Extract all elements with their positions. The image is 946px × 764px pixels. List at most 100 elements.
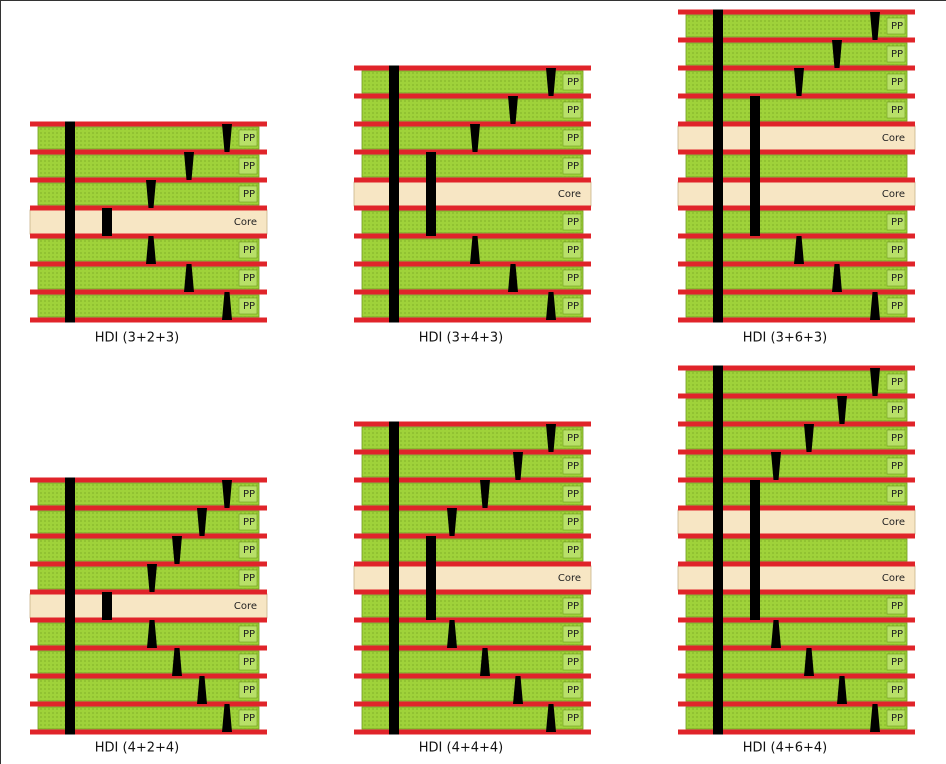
prepreg-layer (685, 454, 908, 478)
label-box (562, 429, 582, 447)
microvia (197, 676, 207, 704)
prepreg-layer (685, 398, 908, 422)
prepreg-layer (685, 42, 908, 66)
copper-line (678, 177, 915, 183)
layer-label: PP (567, 161, 579, 172)
layer-label: PP (891, 49, 903, 60)
copper-line (30, 589, 267, 595)
copper-line (354, 421, 591, 427)
buried-via (750, 96, 760, 236)
microvia (870, 368, 880, 396)
microvia (222, 704, 232, 732)
label-box (562, 157, 582, 175)
microvia (222, 480, 232, 508)
prepreg-layer (685, 98, 908, 122)
copper-line (30, 673, 267, 679)
layer-label: PP (891, 629, 903, 640)
prepreg-layer (361, 650, 584, 674)
label-box (238, 681, 258, 699)
layer-label: PP (567, 517, 579, 528)
label-box (886, 485, 906, 503)
layer-label: Core (558, 189, 581, 200)
prepreg-layer (685, 482, 908, 506)
caption: HDI (3+2+3) (95, 331, 180, 346)
label-box (886, 457, 906, 475)
copper-line (30, 701, 267, 707)
layer-label: PP (891, 657, 903, 668)
copper-line (678, 421, 915, 427)
microvia (832, 40, 842, 68)
label-box (562, 269, 582, 287)
label-box (886, 269, 906, 287)
label-box (886, 401, 906, 419)
microvia (197, 508, 207, 536)
layer-label: PP (243, 189, 255, 200)
prepreg-layer (37, 650, 260, 674)
prepreg-layer (685, 594, 908, 618)
prepreg-layer (685, 14, 908, 38)
copper-line (30, 121, 267, 127)
copper-line (678, 477, 915, 483)
microvia (184, 264, 194, 292)
label-box (562, 129, 582, 147)
layer-label: PP (243, 133, 255, 144)
copper-line (354, 673, 591, 679)
layer-label: PP (891, 601, 903, 612)
buried-via (102, 208, 112, 236)
prepreg-layer (685, 426, 908, 450)
copper-line (354, 645, 591, 651)
label-box (562, 457, 582, 475)
microvia (513, 676, 523, 704)
label-box (238, 485, 258, 503)
microvia (546, 292, 556, 320)
prepreg-layer (685, 370, 908, 394)
through-via (713, 365, 723, 735)
prepreg-layer (37, 154, 260, 178)
layer-label: Core (234, 217, 257, 228)
microvia (804, 424, 814, 452)
microvia (870, 704, 880, 732)
layer-label: PP (891, 301, 903, 312)
through-via (389, 65, 399, 323)
copper-line (354, 93, 591, 99)
copper-line (678, 149, 915, 155)
microvia (546, 424, 556, 452)
layer-label: PP (891, 489, 903, 500)
microvia (222, 124, 232, 152)
layer-label: PP (567, 217, 579, 228)
copper-line (30, 729, 267, 735)
label-box (238, 185, 258, 203)
microvia (837, 396, 847, 424)
microvia (771, 620, 781, 648)
prepreg-layer (685, 650, 908, 674)
copper-line (678, 645, 915, 651)
copper-line (678, 37, 915, 43)
prepreg-layer (685, 294, 908, 318)
copper-line (354, 177, 591, 183)
copper-line (678, 701, 915, 707)
copper-line (354, 449, 591, 455)
label-box (886, 653, 906, 671)
layer-label: PP (243, 545, 255, 556)
layer-label: PP (567, 601, 579, 612)
copper-line (30, 505, 267, 511)
label-box (238, 157, 258, 175)
prepreg-layer (361, 98, 584, 122)
microvia (147, 620, 157, 648)
copper-line (30, 149, 267, 155)
label-box (886, 429, 906, 447)
copper-line (30, 317, 267, 323)
layer-label: Core (882, 573, 905, 584)
layer-label: PP (567, 657, 579, 668)
label-box (562, 625, 582, 643)
copper-line (354, 617, 591, 623)
copper-line (354, 505, 591, 511)
microvia (146, 180, 156, 208)
label-box (562, 485, 582, 503)
layer-label: PP (567, 713, 579, 724)
layer-label: PP (567, 77, 579, 88)
label-box (238, 625, 258, 643)
microvia (804, 648, 814, 676)
layer-label: PP (243, 161, 255, 172)
